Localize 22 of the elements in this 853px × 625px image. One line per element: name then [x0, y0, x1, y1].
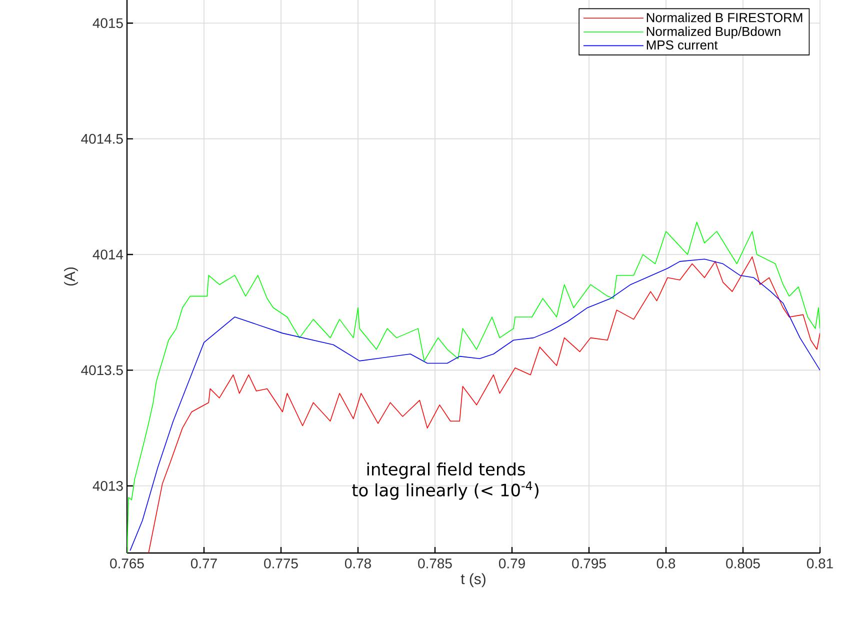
y-tick-label: 4014.5	[81, 134, 123, 144]
y-tick-label: 4014	[92, 250, 124, 260]
x-tick-label: 0.765	[110, 558, 144, 568]
y-tick-label: 4013	[92, 480, 123, 491]
legend-label: MPS current	[646, 40, 718, 50]
legend-label: Normalized Bup/Bdown	[646, 26, 780, 39]
x-tick-label: 0.795	[572, 558, 606, 568]
x-tick-label: 0.805	[726, 558, 760, 568]
x-tick-label: 0.8	[656, 558, 676, 568]
x-tick-label: 0.78	[344, 558, 371, 568]
y-axis-title: (A)	[64, 267, 78, 286]
x-tick-label: 0.77	[190, 558, 217, 568]
y-tick-label: 4013.5	[81, 365, 123, 376]
x-tick-label: 0.775	[264, 558, 298, 568]
x-tick-label: 0.785	[418, 558, 452, 568]
x-tick-label: 0.79	[498, 558, 525, 568]
annotation: to lag linearly (< 10$^{-4}$)	[352, 481, 538, 500]
x-axis-title: t (s)	[460, 573, 486, 588]
annotation: integral field tends	[367, 462, 525, 479]
x-tick-label: 0.81	[806, 558, 833, 568]
legend-label: Normalized B FIRESTORM	[646, 12, 802, 22]
y-tick-label: 4015	[92, 18, 123, 28]
